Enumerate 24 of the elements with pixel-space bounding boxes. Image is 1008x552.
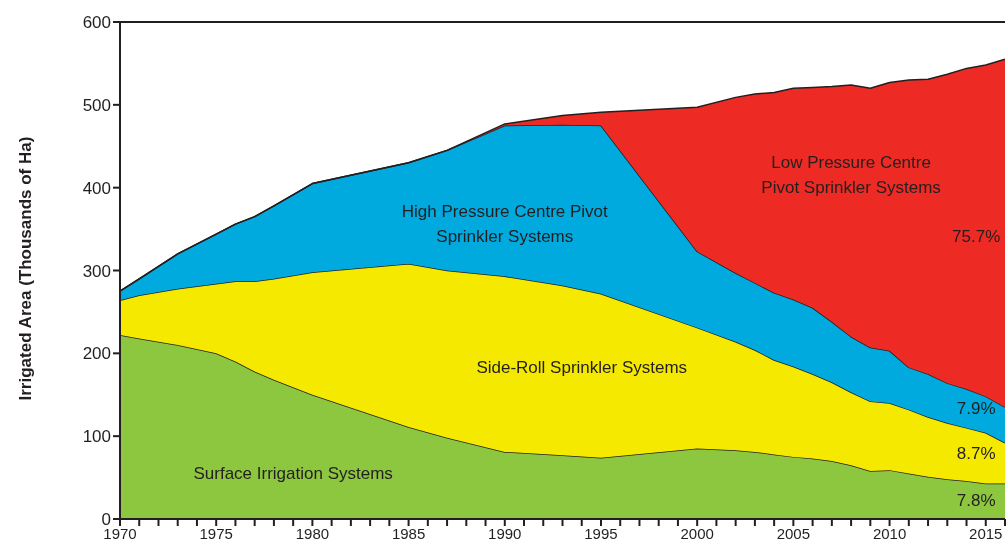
annotation: 7.9%: [956, 398, 996, 419]
x-tick-label: 1980: [295, 524, 330, 542]
x-tick-label: 1995: [584, 524, 618, 542]
y-tick-label: 600: [82, 13, 111, 33]
y-tick-label: 100: [82, 427, 111, 447]
x-tick-label: 1975: [199, 524, 233, 542]
y-axis-title: Irrigated Area (Thousands of Ha): [16, 136, 36, 401]
annotation: 7.8%: [956, 490, 996, 511]
series-label: Surface Irrigation Systems: [193, 462, 393, 485]
series-label: High Pressure Centre Pivot Sprinkler Systems: [401, 201, 608, 249]
x-tick-label: 2000: [680, 524, 714, 542]
y-tick-label: 500: [82, 95, 111, 115]
y-tick-label: 400: [82, 178, 111, 198]
x-tick-label: 1990: [488, 524, 522, 542]
y-tick-label: 300: [82, 261, 111, 281]
x-tick-label: 2005: [776, 524, 811, 542]
series-label: Side-Roll Sprinkler Systems: [476, 356, 688, 379]
x-tick-label: 2010: [872, 524, 907, 542]
series-label: Low Pressure Centre Pivot Sprinkler Systems: [761, 151, 941, 199]
annotation: 8.7%: [956, 444, 996, 465]
x-tick-label: 1985: [391, 524, 426, 542]
x-tick-label: 2015: [969, 524, 1003, 542]
y-tick-label: 200: [82, 344, 111, 364]
annotation: 75.7%: [952, 226, 1001, 247]
